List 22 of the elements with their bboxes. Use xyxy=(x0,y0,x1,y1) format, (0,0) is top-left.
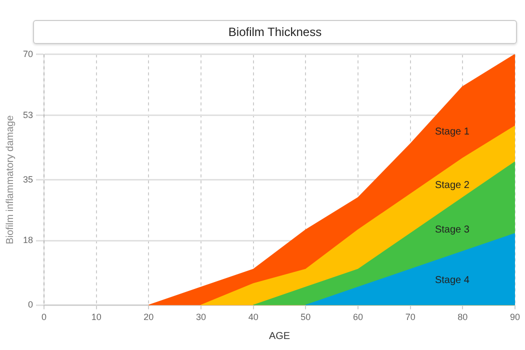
y-tick-label: 0 xyxy=(28,300,34,310)
y-axis-title: Biofilm inflammatory damage xyxy=(4,114,16,244)
x-tick-label: 90 xyxy=(510,312,520,322)
series-label: Stage 3 xyxy=(434,224,470,236)
series-label: Stage 4 xyxy=(434,274,470,286)
x-tick-label: 10 xyxy=(91,312,102,322)
x-tick-label: 20 xyxy=(144,312,154,322)
x-tick-label: 30 xyxy=(196,312,206,322)
series-label: Stage 1 xyxy=(434,126,470,138)
x-tick-label: 60 xyxy=(352,312,364,322)
x-tick-label: 40 xyxy=(248,312,258,322)
x-tick-label: 50 xyxy=(300,312,311,322)
x-axis-title: AGE xyxy=(268,330,290,342)
y-tick-label: 18 xyxy=(22,235,34,246)
chart-title: Biofilm Thickness xyxy=(33,20,517,44)
x-tick-label: 70 xyxy=(405,312,416,322)
y-tick-label: 53 xyxy=(22,110,34,120)
y-tick-label: 70 xyxy=(22,48,34,59)
x-tick-label: 0 xyxy=(42,312,47,322)
series-label: Stage 2 xyxy=(434,180,470,191)
x-tick-label: 80 xyxy=(458,312,468,322)
y-tick-label: 35 xyxy=(22,174,34,184)
